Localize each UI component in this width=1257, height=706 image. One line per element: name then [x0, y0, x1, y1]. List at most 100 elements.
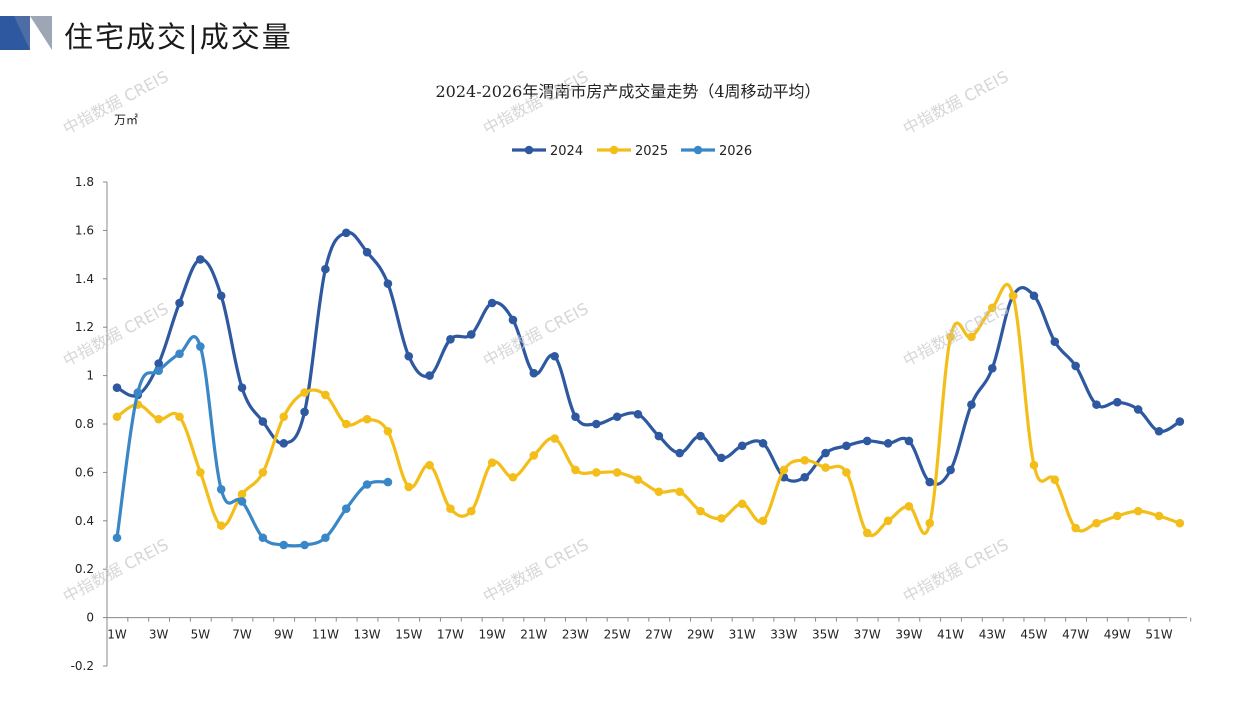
- data-point: [154, 414, 163, 424]
- data-point: [446, 504, 455, 513]
- data-point: [696, 506, 705, 516]
- y-tick-label: 0.4: [75, 514, 94, 528]
- data-point: [341, 228, 351, 238]
- chart-legend: 2024 2025 2026: [512, 144, 752, 159]
- data-point: [258, 468, 268, 477]
- data-point: [425, 460, 434, 470]
- data-point: [1133, 405, 1143, 414]
- chart-area: 2024-2026年渭南市房产成交量走势（4周移动平均） 万㎡ 2024 2025…: [0, 62, 1257, 706]
- data-point: [675, 487, 684, 497]
- data-point: [112, 533, 122, 543]
- data-point: [1050, 337, 1060, 347]
- page-title: 住宅成交|成交量: [64, 20, 293, 54]
- y-tick-label: 1.6: [75, 223, 94, 237]
- data-point: [633, 475, 643, 484]
- data-point: [612, 468, 622, 477]
- data-point: [550, 351, 559, 361]
- data-point: [1154, 511, 1164, 521]
- x-tick-label: 51W: [1145, 628, 1172, 642]
- data-point: [1050, 475, 1060, 484]
- legend-label-2026: 2026: [719, 144, 752, 159]
- x-tick-label: 35W: [812, 628, 839, 642]
- data-point: [696, 431, 705, 441]
- x-tick-label: 17W: [437, 628, 464, 642]
- data-point: [904, 501, 914, 511]
- data-point: [300, 540, 309, 550]
- data-point: [550, 434, 559, 443]
- data-point: [717, 453, 726, 463]
- data-point: [800, 456, 810, 465]
- page-header: 住宅成交|成交量: [0, 0, 1257, 62]
- data-point: [508, 472, 518, 482]
- data-point: [321, 264, 330, 274]
- data-point: [237, 383, 247, 393]
- data-point: [341, 504, 351, 513]
- data-point: [1113, 511, 1122, 521]
- chart-title: 2024-2026年渭南市房产成交量走势（4周移动平均）: [435, 82, 820, 101]
- data-point: [654, 487, 664, 497]
- data-point: [508, 315, 518, 325]
- data-point: [1029, 291, 1039, 301]
- data-point: [800, 472, 810, 482]
- data-point: [196, 342, 205, 351]
- data-point: [925, 518, 935, 528]
- x-tick-label: 27W: [645, 628, 672, 642]
- data-point: [321, 390, 330, 400]
- brand-logo-icon: [0, 16, 52, 50]
- data-point: [466, 506, 476, 516]
- y-tick-label: 1.2: [75, 320, 94, 334]
- data-point: [1071, 361, 1080, 371]
- data-point: [154, 359, 163, 368]
- data-point: [529, 451, 539, 460]
- data-point: [946, 332, 955, 342]
- data-point: [592, 419, 601, 429]
- data-point: [592, 468, 601, 477]
- data-point: [258, 533, 268, 543]
- x-tick-label: 49W: [1104, 628, 1131, 642]
- y-tick-label: 0.6: [75, 465, 94, 479]
- data-point: [112, 383, 122, 393]
- data-point: [946, 465, 955, 475]
- data-point: [279, 412, 289, 422]
- x-tick-label: 5W: [191, 628, 211, 642]
- data-point: [362, 480, 372, 489]
- data-point: [717, 514, 726, 523]
- data-point: [196, 255, 205, 264]
- data-point: [237, 489, 247, 499]
- data-point: [1092, 400, 1101, 409]
- data-point: [175, 349, 184, 359]
- data-point: [237, 497, 247, 506]
- y-tick-label: 0.2: [75, 562, 94, 576]
- data-point: [758, 439, 768, 448]
- data-point: [175, 298, 184, 308]
- data-point: [112, 412, 122, 422]
- series-line-2025: [115, 283, 1182, 537]
- data-point: [154, 366, 163, 376]
- data-point: [258, 417, 268, 426]
- data-point: [987, 364, 997, 373]
- data-point: [196, 468, 205, 477]
- data-point: [779, 465, 789, 475]
- data-point: [1029, 460, 1039, 470]
- series-2026: [112, 335, 393, 550]
- x-tick-label: 41W: [937, 628, 964, 642]
- y-tick-label: 0: [86, 611, 94, 625]
- x-tick-label: 45W: [1020, 628, 1047, 642]
- data-point: [383, 279, 393, 288]
- data-point: [362, 247, 372, 257]
- data-point: [279, 540, 289, 550]
- legend-marker: [524, 145, 534, 155]
- y-tick-label: 0.8: [75, 417, 94, 431]
- data-point: [883, 439, 893, 448]
- x-tick-label: 19W: [479, 628, 506, 642]
- legend-label-2024: 2024: [550, 144, 583, 159]
- data-point: [883, 516, 893, 526]
- x-tick-label: 21W: [520, 628, 547, 642]
- y-tick-label: -0.2: [71, 659, 94, 673]
- data-point: [341, 419, 351, 429]
- data-point: [300, 407, 309, 417]
- x-tick-label: 31W: [729, 628, 756, 642]
- data-point: [633, 410, 643, 419]
- data-point: [862, 528, 872, 538]
- data-point: [487, 298, 497, 308]
